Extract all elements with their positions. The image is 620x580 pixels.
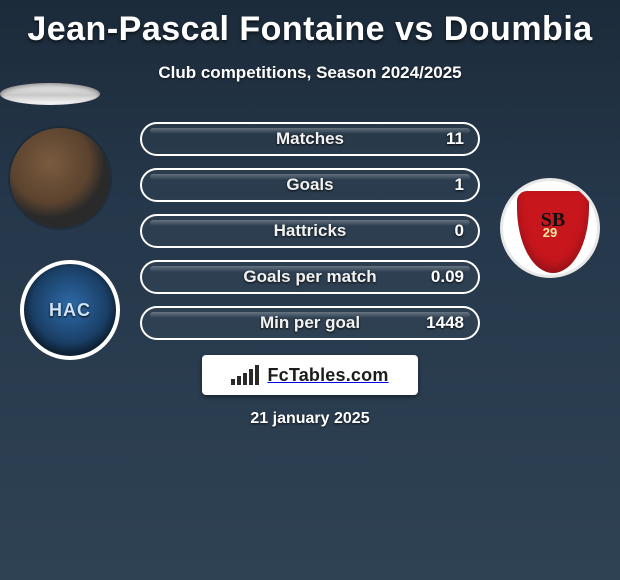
stat-row: Goals per match 0.09 (140, 260, 480, 294)
page-subtitle: Club competitions, Season 2024/2025 (0, 63, 620, 83)
site-link[interactable]: FcTables.com (202, 355, 418, 395)
bars-icon (231, 365, 259, 385)
stat-value: 0 (455, 216, 464, 246)
page-title: Jean-Pascal Fontaine vs Doumbia (0, 0, 620, 49)
stat-value: 1448 (426, 308, 464, 338)
player-left-avatar (10, 128, 110, 228)
stat-label: Goals per match (142, 262, 478, 292)
crest-right-subtext: 29 (503, 225, 597, 240)
stat-value: 0.09 (431, 262, 464, 292)
stat-value: 1 (455, 170, 464, 200)
date-line: 21 january 2025 (0, 410, 620, 428)
stat-row: Goals 1 (140, 168, 480, 202)
stat-label: Hattricks (142, 216, 478, 246)
club-left-crest (20, 260, 120, 360)
site-label: FcTables.com (267, 365, 388, 386)
stat-row: Min per goal 1448 (140, 306, 480, 340)
player-right-avatar (0, 83, 100, 105)
stat-label: Matches (142, 124, 478, 154)
stat-value: 11 (446, 124, 464, 154)
stats-panel: Matches 11 Goals 1 Hattricks 0 Goals per… (140, 122, 480, 352)
club-right-crest: 29 (500, 178, 600, 278)
stat-row: Hattricks 0 (140, 214, 480, 248)
stat-label: Goals (142, 170, 478, 200)
stat-row: Matches 11 (140, 122, 480, 156)
